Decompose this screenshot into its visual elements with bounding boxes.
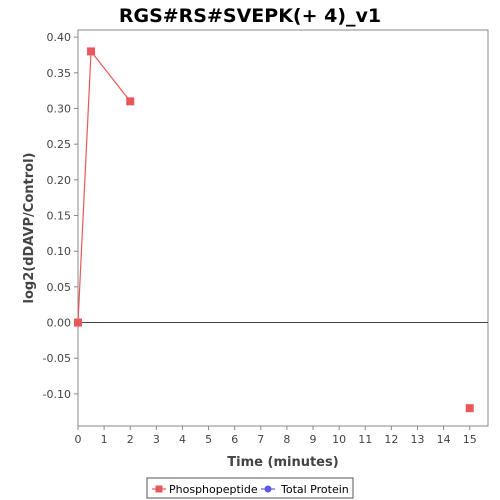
x-tick-label: 6 (231, 433, 238, 446)
legend: Phosphopeptide Total Protein (146, 477, 354, 499)
x-tick-label: 10 (332, 433, 346, 446)
y-tick-label: 0.20 (47, 174, 72, 187)
y-tick-label: 0.30 (47, 102, 72, 115)
x-tick-label: 5 (205, 433, 212, 446)
y-tick-label: 0.35 (47, 67, 72, 80)
series-layer (74, 47, 474, 413)
x-tick-label: 1 (101, 433, 108, 446)
legend-label: Total Protein (280, 483, 349, 496)
x-tick-label: 7 (257, 433, 264, 446)
data-point (465, 404, 474, 413)
x-tick-label: 11 (358, 433, 372, 446)
data-point (87, 47, 96, 56)
plot-area (77, 29, 489, 427)
y-tick-label: 0.25 (47, 138, 72, 151)
y-tick-label: 0.00 (47, 317, 72, 330)
legend-marker-circle (264, 485, 272, 493)
data-point (126, 97, 135, 106)
y-axis-label: log2(dDAVP/Control) (22, 153, 37, 304)
chart-title: RGS#RS#SVEPK(+ 4)_v1 (119, 5, 381, 27)
y-tick-label: 0.40 (47, 31, 72, 44)
legend-label: Phosphopeptide (169, 483, 258, 496)
y-tick-label: -0.10 (43, 388, 71, 401)
legend-box (146, 477, 354, 499)
x-tick-label: 12 (384, 433, 398, 446)
x-tick-label: 15 (463, 433, 477, 446)
legend-marker-square (155, 485, 163, 493)
x-tick-label: 14 (437, 433, 451, 446)
x-axis: 0 1 2 3 4 5 6 7 8 9 10 11 12 13 14 15 (75, 426, 477, 446)
x-tick-label: 3 (153, 433, 160, 446)
x-tick-label: 2 (127, 433, 134, 446)
y-tick-label: 0.15 (47, 210, 72, 223)
series-phosphopeptide (74, 47, 474, 413)
plot-border (77, 29, 489, 427)
y-axis: 0.40 0.35 0.30 0.25 0.20 0.15 0.10 0.05 0.00 -0.0… (43, 31, 78, 401)
x-tick-label: 9 (310, 433, 317, 446)
x-axis-label: Time (minutes) (227, 455, 338, 470)
y-tick-label: 0.05 (47, 281, 72, 294)
data-point (74, 318, 82, 327)
y-tick-label: 0.10 (47, 245, 72, 258)
x-tick-label: 8 (283, 433, 290, 446)
x-tick-label: 0 (75, 433, 82, 446)
x-tick-label: 4 (179, 433, 186, 446)
x-tick-label: 13 (410, 433, 424, 446)
y-tick-label: -0.05 (43, 352, 71, 365)
